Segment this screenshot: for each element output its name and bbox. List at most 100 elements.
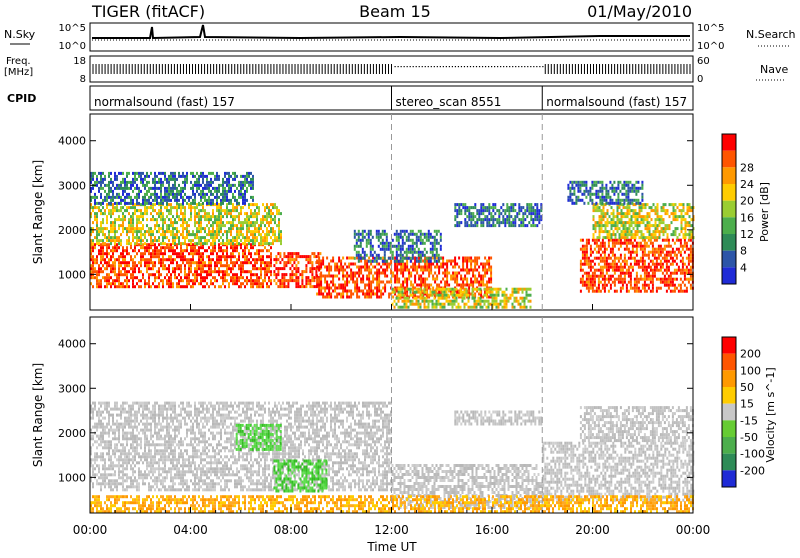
scatter-cell: [424, 236, 426, 239]
scatter-cell: [114, 242, 116, 245]
scatter-cell: [272, 218, 274, 221]
scatter-cell: [452, 260, 454, 263]
scatter-cell: [352, 281, 354, 284]
scatter-cell: [160, 212, 162, 215]
scatter-cell: [366, 233, 368, 236]
scatter-cell: [120, 264, 122, 267]
scatter-cell: [444, 284, 446, 287]
scatter-cell: [272, 242, 274, 245]
scatter-cell: [250, 209, 252, 212]
scatter-cell: [208, 273, 210, 276]
scatter-cell: [616, 269, 618, 272]
scatter-cell: [258, 267, 260, 270]
scatter-cell: [688, 260, 690, 263]
scatter-cell: [210, 215, 212, 218]
scatter-cell: [114, 175, 116, 178]
scatter-cell: [295, 267, 297, 270]
scatter-cell: [134, 212, 136, 215]
scatter-cell: [354, 257, 356, 260]
scatter-cell: [100, 282, 102, 285]
scatter-cell: [478, 257, 480, 260]
scatter-cell: [188, 270, 190, 273]
scatter-cell: [356, 281, 358, 284]
scatter-cell: [526, 297, 528, 300]
scatter-cell: [412, 300, 414, 303]
scatter-cell: [644, 248, 646, 251]
scatter-cell: [598, 248, 600, 251]
scatter-cell: [586, 239, 588, 242]
scatter-cell: [234, 172, 236, 175]
scatter-cell: [92, 246, 94, 249]
cpid-label: CPID: [7, 92, 36, 105]
scatter-cell: [418, 239, 420, 242]
scatter-cell: [166, 282, 168, 285]
scatter-cell: [232, 255, 234, 258]
scatter-cell: [98, 273, 100, 276]
scatter-cell: [176, 264, 178, 267]
scatter-cell: [370, 230, 372, 233]
scatter-cell: [313, 279, 315, 282]
scatter-cell: [534, 218, 536, 221]
scatter-cell: [688, 281, 690, 284]
scatter-cell: [242, 270, 244, 273]
scatter-cell: [362, 275, 364, 278]
scatter-cell: [172, 215, 174, 218]
scatter-cell: [376, 284, 378, 287]
scatter-cell: [196, 178, 198, 181]
scatter-cell: [122, 181, 124, 184]
scatter-cell: [456, 224, 458, 227]
scatter-cell: [468, 272, 470, 275]
scatter-cell: [230, 187, 232, 190]
scatter-cell: [313, 285, 315, 288]
scatter-cell: [682, 290, 684, 293]
scatter-cell: [634, 239, 636, 242]
scatter-cell: [140, 264, 142, 267]
scatter-cell: [638, 260, 640, 263]
scatter-cell: [144, 196, 146, 199]
scatter-cell: [218, 196, 220, 199]
scatter-cell: [256, 212, 258, 215]
scatter-cell: [206, 193, 208, 196]
scatter-cell: [230, 221, 232, 224]
scatter-cell: [354, 236, 356, 239]
nave-dot: [407, 66, 408, 67]
scatter-cell: [348, 263, 350, 266]
scatter-cell: [126, 193, 128, 196]
scatter-cell: [404, 233, 406, 236]
scatter-cell: [338, 266, 340, 269]
scatter-cell: [186, 243, 188, 246]
scatter-cell: [408, 297, 410, 300]
scatter-cell: [100, 261, 102, 264]
scatter-cell: [206, 270, 208, 273]
scatter-cell: [114, 233, 116, 236]
scatter-cell: [158, 282, 160, 285]
scatter-cell: [160, 206, 162, 209]
scatter-cell: [114, 246, 116, 249]
scatter-cell: [664, 281, 666, 284]
scatter-cell: [150, 193, 152, 196]
scatter-cell: [108, 181, 110, 184]
scatter-cell: [238, 196, 240, 199]
scatter-cell: [498, 224, 500, 227]
scatter-cell: [297, 255, 299, 258]
scatter-cell: [138, 270, 140, 273]
scatter-cell: [356, 239, 358, 242]
scatter-cell: [400, 260, 402, 263]
scatter-cell: [176, 243, 178, 246]
scatter-cell: [128, 206, 130, 209]
scatter-cell: [334, 290, 336, 293]
scatter-cell: [276, 206, 278, 209]
scatter-cell: [194, 212, 196, 215]
scatter-cell: [432, 287, 434, 290]
scatter-cell: [234, 249, 236, 252]
scatter-cell: [420, 233, 422, 236]
scatter-cell: [176, 190, 178, 193]
scatter-cell: [526, 224, 528, 227]
scatter-cell: [654, 239, 656, 242]
scatter-cell: [358, 269, 360, 272]
scatter-cell: [370, 239, 372, 242]
scatter-cell: [108, 252, 110, 255]
scatter-cell: [248, 206, 250, 209]
scatter-cell: [688, 278, 690, 281]
scatter-cell: [412, 266, 414, 269]
